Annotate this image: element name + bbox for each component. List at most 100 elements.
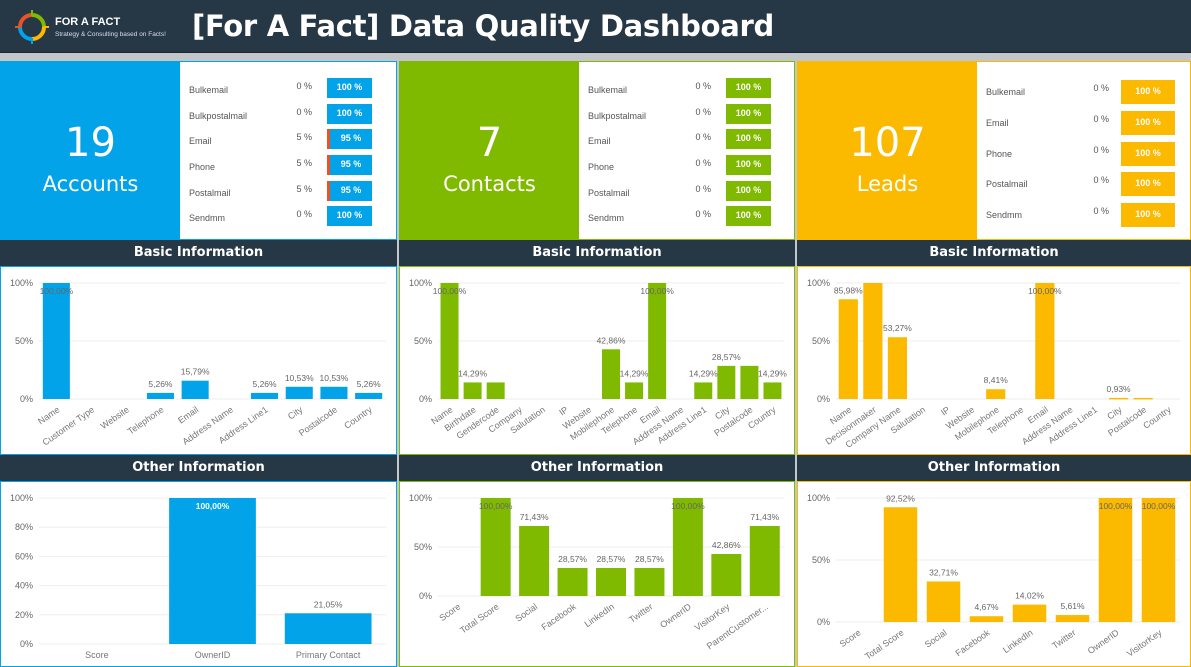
data-label: 100,00% (40, 286, 74, 296)
bar[interactable] (596, 568, 626, 596)
bar[interactable] (887, 337, 908, 399)
leads-kpi-list: Bulkemail 0 % 100 % Email 0 % 100 % Phone 0 % 10… (986, 78, 1181, 232)
kpi-fail-percent: 0 % (1093, 175, 1109, 186)
page-title: [For A Fact] Data Quality Dashboard (192, 9, 774, 43)
leads-other-header: Other Information (797, 455, 1191, 481)
bar[interactable] (181, 380, 209, 399)
bar[interactable] (463, 382, 482, 399)
bar[interactable] (672, 498, 703, 596)
bar[interactable] (169, 498, 256, 644)
kpi-bar-ok: 95 % (330, 180, 372, 201)
bar[interactable] (355, 392, 383, 399)
kpi-bar-fail (327, 180, 330, 201)
data-label: 5,26% (148, 379, 173, 389)
x-tick-label: Country (1141, 404, 1173, 431)
leads-count-tile: 107 Leads (798, 62, 977, 241)
data-label: 71,43% (520, 512, 549, 522)
bar[interactable] (557, 568, 588, 596)
bar[interactable] (1055, 615, 1090, 622)
contacts-other-header: Other Information (399, 455, 795, 481)
y-tick-label: 50% (414, 336, 432, 346)
bar[interactable] (634, 568, 665, 596)
kpi-bar-fail (327, 129, 330, 150)
kpi-bar-ok: 100 % (1121, 80, 1175, 104)
y-tick-label: 0% (419, 394, 432, 404)
x-tick-label: Telephone (126, 404, 166, 436)
kpi-row: Postalmail 0 % 100 % (986, 170, 1181, 201)
x-tick-label: Total Score (863, 627, 906, 661)
bar[interactable] (694, 382, 713, 399)
bar[interactable] (602, 349, 620, 399)
bar[interactable] (480, 498, 511, 596)
accounts-other-svg: 0% 20% 40% 60% 80% 100% Score 100,00% OwnerID 21,… (10, 493, 386, 660)
y-tick-label: 0% (817, 394, 830, 404)
data-label: 42,86% (597, 335, 626, 345)
bar[interactable] (285, 386, 313, 399)
bar[interactable] (740, 365, 759, 399)
x-tick-label: Score (838, 627, 863, 649)
kpi-bar: 100 % (726, 103, 771, 124)
kpi-bar: 100 % (327, 78, 372, 98)
data-label: 28,57% (558, 554, 587, 564)
kpi-bar-ok: 100 % (726, 155, 771, 176)
bar[interactable] (986, 389, 1006, 399)
bar[interactable] (440, 283, 459, 399)
bar[interactable] (749, 525, 780, 596)
x-tick-label: OwnerID (1086, 627, 1121, 656)
bar[interactable] (1035, 283, 1055, 399)
bar[interactable] (711, 553, 742, 596)
bar[interactable] (763, 382, 782, 399)
kpi-bar: 95 % (327, 155, 372, 176)
bar[interactable] (42, 283, 70, 399)
contacts-count: 7 (476, 120, 503, 166)
bar[interactable] (883, 507, 918, 622)
bar[interactable] (648, 283, 667, 399)
x-tick-label: Score (85, 650, 109, 660)
bar[interactable] (926, 581, 961, 622)
kpi-bar-ok: 100 % (1121, 172, 1175, 197)
data-label: 5,26% (357, 379, 382, 389)
x-tick-label: Social (513, 601, 539, 623)
bar[interactable] (486, 382, 505, 399)
data-label: 100,00% (1028, 286, 1062, 296)
kpi-fail-percent: 0 % (695, 132, 711, 143)
header-bar: FOR A FACT Strategy & Consulting based o… (0, 0, 1191, 53)
bar[interactable] (284, 613, 372, 644)
bar[interactable] (863, 283, 883, 399)
kpi-bar: 100 % (327, 206, 372, 227)
kpi-bar: 100 % (726, 155, 771, 176)
bar[interactable] (1108, 397, 1129, 400)
bar[interactable] (838, 299, 858, 399)
kpi-bar: 100 % (726, 206, 771, 227)
data-label: 10,53% (285, 373, 314, 383)
bar[interactable] (969, 616, 1004, 622)
bar[interactable] (320, 386, 348, 399)
kpi-bar-fail (327, 155, 330, 176)
bar[interactable] (251, 392, 279, 399)
kpi-row: Postalmail 0 % 100 % (588, 179, 783, 205)
leads-count: 107 (849, 120, 926, 166)
accounts-other-chart: 0% 20% 40% 60% 80% 100% Score 100,00% OwnerID 21,… (0, 481, 397, 667)
bar[interactable] (1098, 498, 1133, 622)
x-tick-label: Total Score (458, 601, 501, 635)
bar[interactable] (717, 365, 736, 399)
bar[interactable] (1141, 498, 1176, 622)
kpi-row: Bulkpostalmail 0 % 100 % (588, 102, 783, 128)
x-tick-label: Score (437, 601, 462, 623)
data-label: 14,02% (1015, 591, 1044, 601)
kpi-row: Email 5 % 95 % (189, 127, 384, 153)
kpi-fail-percent: 5 % (296, 183, 312, 194)
panel-contacts: 7 Contacts Bulkemail 0 % 100 % Bulkpostalmail… (399, 61, 795, 667)
kpi-fail-percent: 0 % (1093, 144, 1109, 155)
kpi-fail-percent: 5 % (296, 158, 312, 169)
bar[interactable] (146, 392, 174, 399)
bar[interactable] (1012, 604, 1047, 622)
kpi-bar: 100 % (1121, 141, 1175, 166)
data-label: 32,71% (929, 567, 958, 577)
data-label: 5,26% (252, 379, 277, 389)
bar[interactable] (519, 525, 550, 596)
bar[interactable] (1133, 397, 1153, 400)
kpi-bar-ok: 100 % (327, 78, 372, 98)
bar[interactable] (625, 382, 644, 399)
